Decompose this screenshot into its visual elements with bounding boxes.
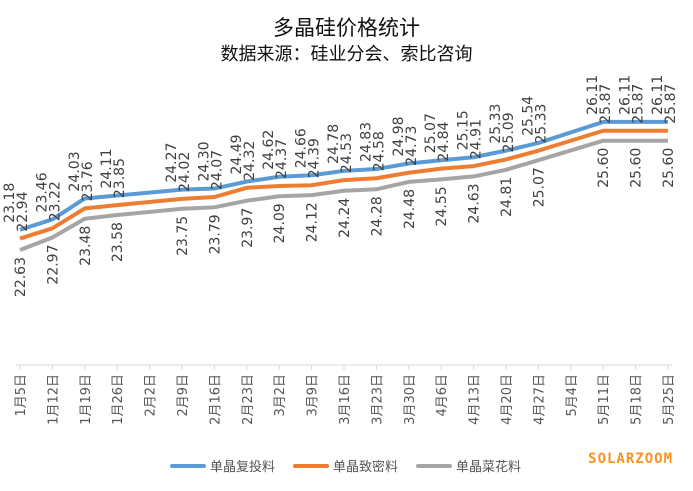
data-label: 24.81 — [499, 177, 515, 217]
x-tick-label: 1月12日 — [46, 374, 61, 425]
x-tick-label: 3月23日 — [370, 374, 385, 425]
data-label: 24.11 — [99, 148, 115, 188]
data-label: 23.79 — [207, 214, 223, 254]
data-label: 23.97 — [240, 208, 256, 248]
data-label: 22.63 — [13, 257, 29, 297]
x-tick-label: 3月16日 — [338, 374, 353, 425]
series-line-0 — [19, 119, 668, 232]
legend-label: 单晶致密料 — [333, 460, 399, 475]
x-tick-label: 5月11日 — [597, 374, 612, 425]
data-label: 23.75 — [175, 216, 191, 256]
data-label: 24.83 — [358, 122, 374, 162]
data-label: 25.33 — [533, 104, 549, 144]
x-tick-label: 1月5日 — [14, 374, 29, 417]
data-label: 24.63 — [467, 183, 483, 223]
data-label: 25.60 — [661, 148, 677, 188]
x-tick-label: 4月13日 — [468, 374, 483, 425]
data-label: 24.73 — [404, 126, 420, 166]
data-label: 24.27 — [164, 143, 180, 183]
data-label: 24.28 — [369, 196, 385, 236]
data-label: 24.02 — [177, 152, 193, 192]
legend-swatch — [170, 463, 206, 468]
x-tick-label: 2月9日 — [176, 374, 191, 417]
data-label: 25.33 — [488, 104, 504, 144]
data-label: 24.58 — [371, 131, 387, 171]
data-label: 26.11 — [618, 75, 634, 115]
data-label: 23.48 — [78, 226, 94, 266]
data-label: 24.39 — [307, 138, 323, 178]
data-label: 24.03 — [67, 151, 83, 191]
series-line-2 — [19, 138, 668, 252]
legend-swatch — [293, 463, 330, 468]
data-label: 24.91 — [469, 119, 485, 159]
x-tick-label: 1月19日 — [79, 374, 94, 425]
data-label: 25.07 — [531, 167, 547, 207]
legend-swatch — [416, 463, 453, 468]
chart-title: 多晶硅价格统计 — [273, 16, 420, 40]
data-label: 24.62 — [261, 130, 277, 170]
x-tick-label: 5月4日 — [565, 374, 580, 417]
legend-item: 单晶菜花料 — [416, 456, 521, 475]
data-label: 25.87 — [663, 84, 679, 124]
data-label: 25.87 — [631, 84, 647, 124]
data-label: 24.30 — [196, 141, 212, 181]
data-label: 26.11 — [585, 75, 601, 115]
data-label: 22.97 — [45, 244, 61, 284]
data-label: 23.18 — [2, 183, 18, 223]
x-tick-label: 2月2日 — [144, 374, 159, 417]
legend-label: 单晶复投料 — [210, 460, 276, 475]
brand-logo: SOLARZOOM — [588, 451, 673, 467]
data-label: 24.53 — [339, 133, 355, 173]
data-label: 25.15 — [456, 110, 472, 150]
data-label: 25.54 — [520, 96, 536, 136]
x-tick-label: 4月6日 — [435, 374, 450, 417]
x-tick-label: 4月20日 — [500, 374, 515, 425]
data-label: 24.24 — [337, 198, 353, 238]
data-label: 24.37 — [274, 139, 290, 179]
data-label: 24.49 — [229, 134, 245, 174]
data-label: 24.55 — [434, 186, 450, 226]
data-label: 25.60 — [596, 148, 612, 188]
data-label: 22.94 — [15, 191, 31, 231]
data-label: 25.60 — [629, 148, 645, 188]
x-tick-label: 3月9日 — [306, 374, 321, 417]
data-label: 24.09 — [272, 203, 288, 243]
data-label: 23.58 — [110, 222, 126, 262]
x-tick-label: 2月23日 — [241, 374, 256, 425]
data-label: 24.66 — [294, 128, 310, 168]
x-tick-label: 3月2日 — [273, 374, 288, 417]
data-label: 24.12 — [305, 202, 321, 242]
data-label: 24.32 — [242, 141, 258, 181]
x-tick-label: 5月25日 — [662, 374, 677, 425]
data-label: 25.09 — [501, 112, 517, 152]
x-tick-label: 1月26日 — [111, 374, 126, 425]
data-label: 23.46 — [34, 172, 50, 212]
series-line-1 — [19, 128, 668, 241]
x-tick-label: 2月16日 — [208, 374, 223, 425]
data-label: 24.07 — [209, 150, 225, 190]
x-tick-label: 5月18日 — [630, 374, 645, 425]
data-label: 25.87 — [598, 84, 614, 124]
x-tick-label: 3月30日 — [403, 374, 418, 425]
legend-item: 单晶复投料 — [170, 456, 275, 475]
data-label: 26.11 — [650, 75, 666, 115]
data-label: 25.07 — [423, 113, 439, 153]
data-label: 23.76 — [80, 161, 96, 201]
data-label: 23.85 — [112, 158, 128, 198]
data-label: 23.22 — [47, 181, 63, 221]
data-label: 24.84 — [436, 122, 452, 162]
legend: 单晶复投料 单晶致密料 单晶菜花料 — [170, 456, 521, 475]
data-label: 24.48 — [402, 189, 418, 229]
x-tick-label: 4月27日 — [532, 374, 547, 425]
data-label: 24.78 — [326, 124, 342, 164]
data-label: 24.98 — [391, 116, 407, 156]
chart-subtitle: 数据来源：硅业分会、索比咨询 — [220, 44, 473, 65]
legend-label: 单晶菜花料 — [456, 460, 522, 475]
legend-item: 单晶致密料 — [293, 456, 398, 475]
